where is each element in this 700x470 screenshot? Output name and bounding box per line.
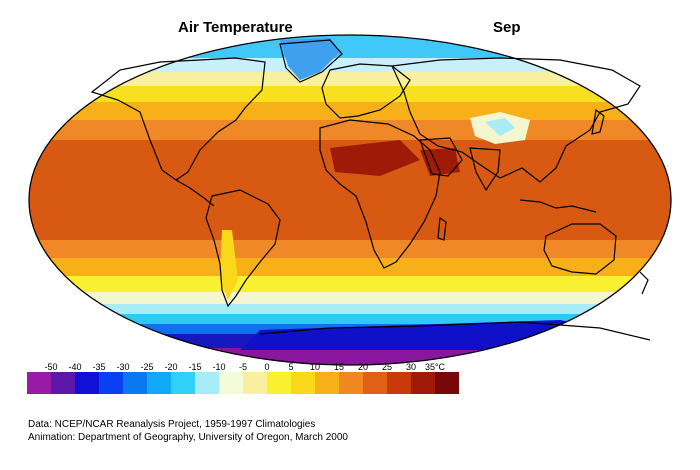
band-subarctic-pale: [29, 58, 671, 72]
band-south-yellow: [29, 276, 671, 292]
band-south-orange: [29, 240, 671, 258]
legend-swatch: [219, 372, 244, 394]
legend-tick-label: 30: [405, 362, 417, 372]
legend-swatch: [51, 372, 76, 394]
band-south-pale: [29, 292, 671, 304]
legend-swatch: [123, 372, 148, 394]
legend-swatch: [267, 372, 292, 394]
indonesia-outline: [519, 199, 597, 213]
legend-tick-label: -35: [92, 362, 106, 372]
legend-swatch: [27, 372, 52, 394]
temperature-field: [29, 35, 671, 365]
map-title: Air Temperature: [178, 19, 293, 36]
legend-color-bar: [27, 372, 459, 394]
band-south-cyan: [29, 314, 671, 324]
legend-tick-label: -40: [68, 362, 82, 372]
legend-swatch: [171, 372, 196, 394]
antarctica-outline: [259, 321, 651, 341]
legend-tick-label: 25: [381, 362, 393, 372]
legend-tick-label: -10: [212, 362, 226, 372]
arabia-outline: [419, 137, 463, 177]
legend-tick-label: -15: [188, 362, 202, 372]
tibet-core: [485, 118, 515, 136]
legend-tick-label: 35°C: [424, 362, 446, 372]
legend-tick-label: 5: [288, 362, 294, 372]
month-label: Sep: [493, 19, 521, 36]
legend-tick-label: 0: [264, 362, 270, 372]
legend-tick-label: 15: [333, 362, 345, 372]
legend-swatch: [243, 372, 268, 394]
north-america-outline: [90, 57, 266, 181]
greenland-cold: [280, 38, 340, 80]
legend-tick-label: -50: [44, 362, 58, 372]
band-arctic-cyan: [29, 35, 671, 58]
africa-outline: [319, 119, 441, 269]
legend-tick-label: -20: [164, 362, 178, 372]
south-america-outline: [205, 189, 281, 308]
coastlines: [90, 39, 651, 341]
legend-tick-label: -30: [116, 362, 130, 372]
animation-credit: Animation: Department of Geography, Univ…: [28, 432, 348, 443]
legend-tick-label: 20: [357, 362, 369, 372]
legend-tick-label: -25: [140, 362, 154, 372]
legend-swatch: [99, 372, 124, 394]
legend-swatch: [315, 372, 340, 394]
legend-swatch: [363, 372, 388, 394]
legend-swatch: [411, 372, 436, 394]
legend-swatch: [339, 372, 364, 394]
band-south-lightcyan: [29, 304, 671, 314]
asia-outline: [391, 57, 641, 183]
japan-outline: [591, 108, 605, 135]
legend-swatch: [75, 372, 100, 394]
globe-border: [28, 34, 672, 366]
data-credit: Data: NCEP/NCAR Reanalysis Project, 1959…: [28, 419, 316, 430]
new-zealand-outline: [639, 271, 649, 295]
band-south-gold: [29, 258, 671, 276]
legend-tick-label: -5: [238, 362, 248, 372]
legend-swatch: [291, 372, 316, 394]
world-temperature-map: [28, 34, 672, 366]
andes-cool: [220, 230, 238, 300]
europe-outline: [321, 63, 411, 119]
legend-swatch: [387, 372, 412, 394]
legend-tick-label: 10: [309, 362, 321, 372]
legend-swatch: [435, 372, 459, 394]
central-america-outline: [175, 179, 215, 207]
band-north-yellow: [29, 72, 671, 86]
band-north-redorange: [29, 120, 671, 140]
legend-swatch: [195, 372, 220, 394]
sahara-hot: [330, 140, 420, 176]
australia-outline: [543, 223, 617, 275]
band-north-gold: [29, 86, 671, 102]
madagascar-outline: [437, 216, 447, 241]
legend-swatch: [147, 372, 172, 394]
greenland-outline: [279, 39, 343, 83]
india-outline: [469, 147, 501, 192]
